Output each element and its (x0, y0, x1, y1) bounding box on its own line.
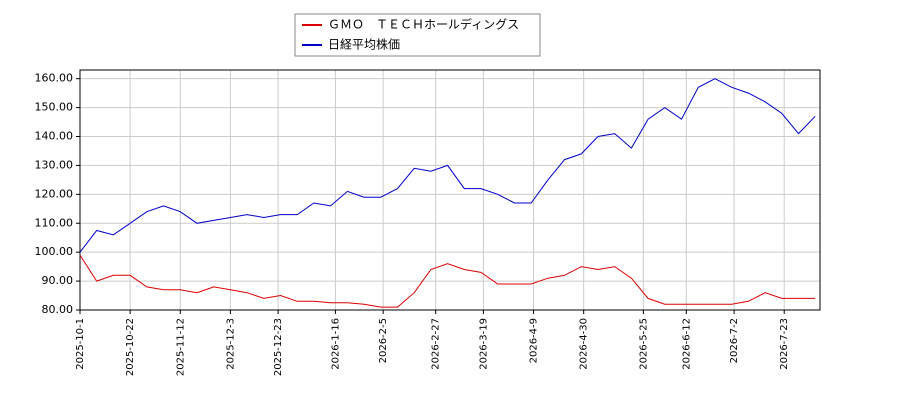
y-tick-label: 100.00 (35, 245, 74, 258)
x-tick-label: 2026-4-30 (579, 318, 590, 370)
y-tick-label: 130.00 (35, 158, 74, 171)
x-tick-label: 2026-7-23 (779, 318, 790, 370)
x-tick-label: 2025-10-22 (125, 318, 136, 376)
plot-frame (79, 69, 821, 311)
x-tick-label: 2025-10-1 (75, 318, 86, 370)
x-tick-label: 2025-11-12 (175, 318, 186, 376)
x-tick-label: 2026-4-9 (529, 318, 540, 363)
y-tick-label: 110.00 (35, 216, 74, 229)
y-tick-label: 90.00 (42, 274, 74, 287)
legend-label: 日経平均株価 (328, 37, 400, 52)
x-tick-label: 2026-2-27 (431, 318, 442, 370)
legend-box (294, 13, 541, 57)
x-tick-label: 2025-12-3 (225, 318, 236, 370)
y-tick-label: 160.00 (35, 72, 74, 85)
y-tick-label: 80.00 (42, 303, 74, 316)
x-tick-label: 2026-7-2 (729, 318, 740, 363)
legend-label: ＧＭＯ ＴＥＣＨホールディングス (328, 17, 519, 32)
y-tick-label: 140.00 (35, 130, 74, 143)
series-line (79, 78, 816, 253)
x-tick-label: 2026-6-12 (681, 318, 692, 370)
x-tick-label: 2026-5-25 (638, 318, 649, 370)
x-tick-label: 2025-12-23 (273, 318, 284, 376)
y-tick-label: 120.00 (35, 187, 74, 200)
series-line (79, 254, 816, 308)
x-tick-label: 2026-3-19 (478, 318, 489, 370)
y-tick-label: 150.00 (35, 101, 74, 114)
x-tick-label: 2026-2-5 (378, 318, 389, 363)
x-tick-label: 2026-1-16 (330, 318, 341, 370)
